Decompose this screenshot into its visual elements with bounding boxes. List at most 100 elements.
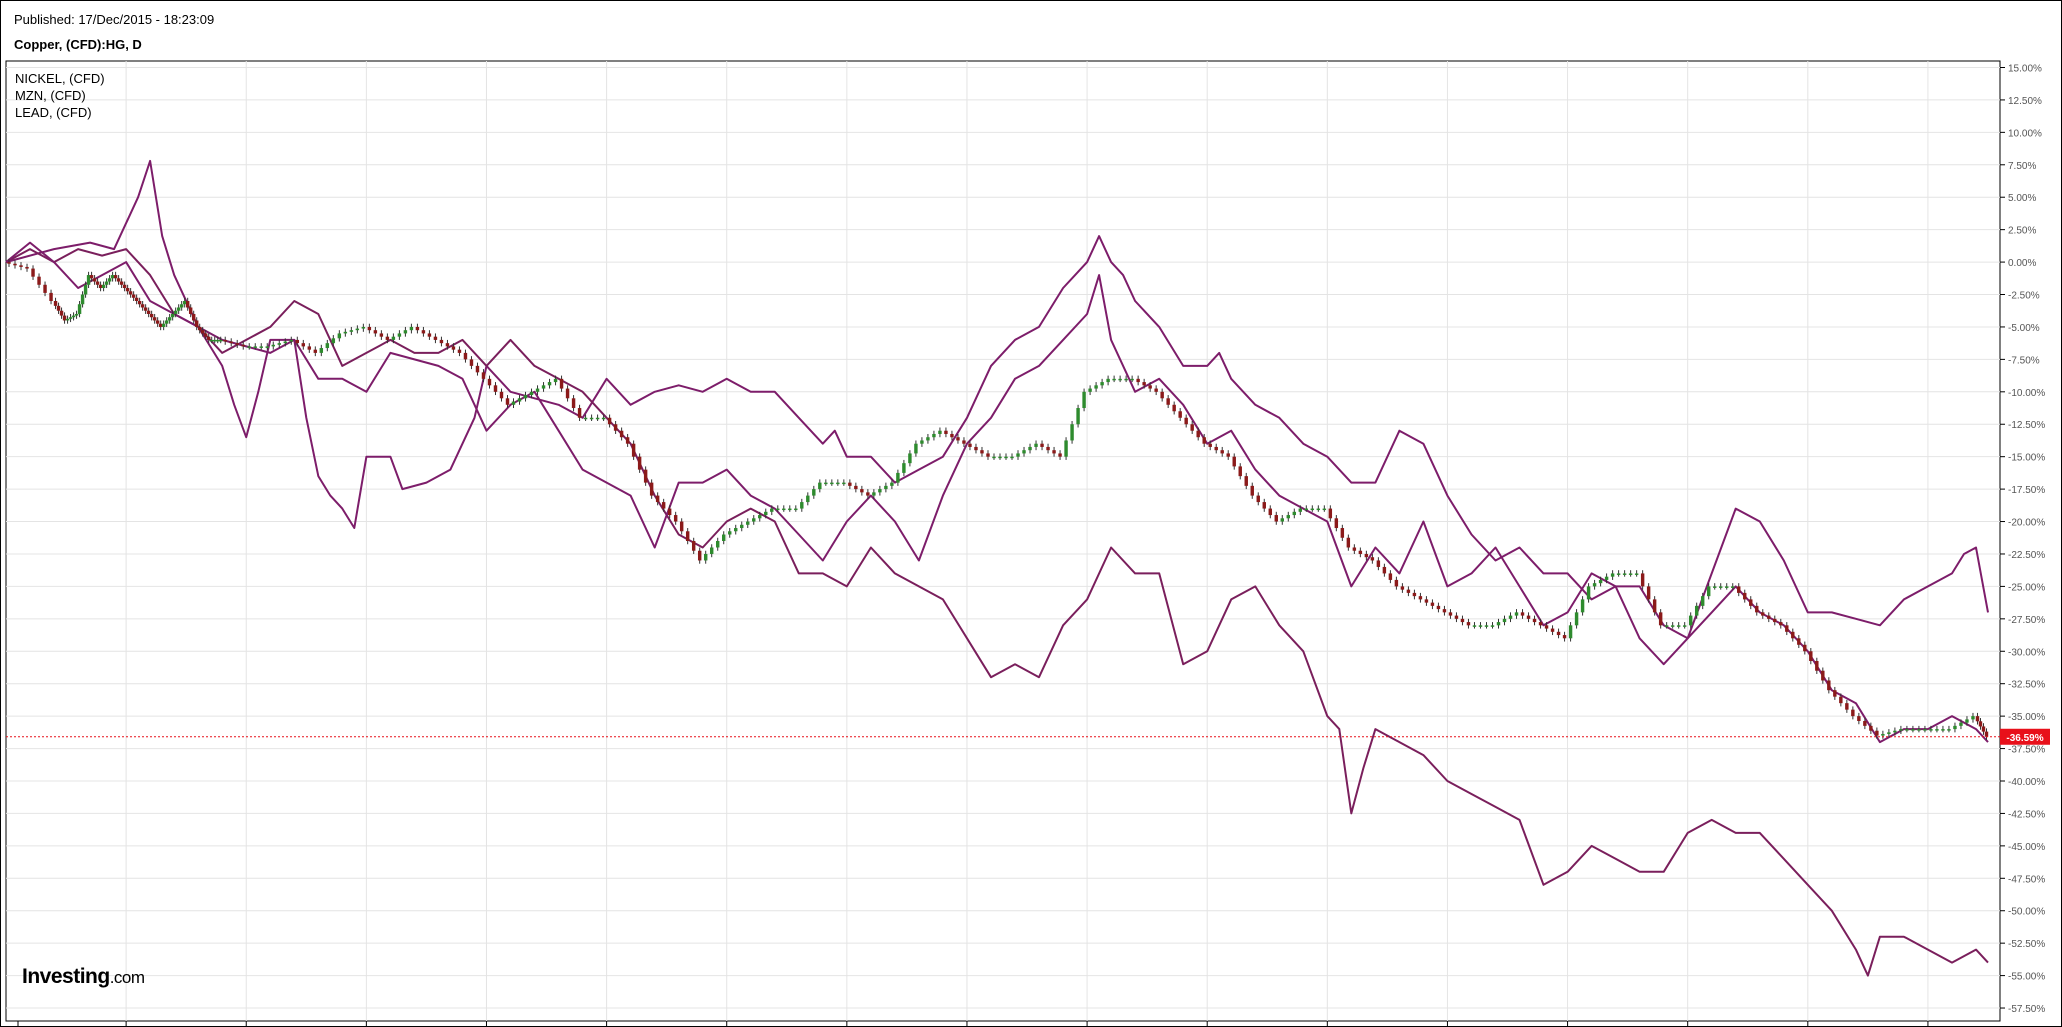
- y-tick-label: -22.50%: [2008, 550, 2045, 561]
- candle-body: [1376, 560, 1381, 567]
- candle-body: [619, 430, 624, 438]
- candle-body: [212, 339, 217, 342]
- candle-body: [860, 489, 864, 493]
- candle-body: [421, 330, 426, 334]
- candle-body: [1755, 605, 1759, 613]
- candle-body: [1352, 547, 1357, 551]
- candle-body: [37, 276, 41, 285]
- candle-body: [1436, 605, 1441, 610]
- y-tick-label: -47.50%: [2008, 874, 2045, 885]
- candle-body: [1028, 446, 1032, 451]
- candle-body: [307, 346, 312, 350]
- candle-body: [992, 456, 996, 459]
- candle-body: [1863, 721, 1867, 726]
- candle-body: [1310, 508, 1315, 511]
- legend-item-mzn[interactable]: MZN, (CFD): [15, 88, 86, 103]
- candle-body: [1749, 599, 1753, 606]
- candle-body: [740, 524, 744, 529]
- candle-body: [1472, 625, 1477, 627]
- candle-body: [1220, 450, 1224, 454]
- candle-body: [62, 315, 67, 321]
- candle-body: [71, 315, 76, 318]
- y-tick-label: 5.00%: [2008, 193, 2036, 204]
- candle-body: [896, 472, 900, 483]
- candle-body: [1652, 599, 1657, 613]
- candle-body: [1256, 495, 1260, 503]
- candle-body: [349, 330, 354, 332]
- candle-body: [1154, 388, 1158, 392]
- candle-body: [1785, 625, 1789, 632]
- candle-body: [794, 508, 798, 511]
- candle-body: [331, 338, 336, 344]
- candle-body: [1628, 573, 1633, 575]
- candle-body: [986, 453, 990, 457]
- y-tick-label: -10.00%: [2008, 388, 2045, 399]
- candle-body: [631, 443, 636, 457]
- candle-body: [415, 326, 420, 331]
- candle-body: [68, 317, 73, 319]
- candle-body: [200, 330, 205, 334]
- candle-body: [391, 336, 396, 340]
- candle-body: [1959, 722, 1963, 726]
- candle-body: [950, 433, 954, 438]
- candle-body: [1460, 618, 1465, 623]
- candle-body: [313, 349, 318, 353]
- candle-body: [1214, 446, 1218, 451]
- candle-body: [457, 349, 462, 353]
- candle-body: [283, 341, 287, 344]
- candle-body: [116, 278, 121, 282]
- candle-body: [19, 265, 23, 267]
- candle-body: [1845, 703, 1849, 710]
- candle-body: [667, 508, 672, 516]
- candle-body: [565, 388, 570, 399]
- candle-body: [848, 482, 852, 486]
- candle-body: [74, 313, 79, 316]
- candle-body: [1268, 508, 1272, 516]
- candle-body: [1562, 635, 1567, 639]
- candle-body: [427, 333, 432, 337]
- candle-body: [1875, 730, 1879, 736]
- candle-body: [182, 301, 187, 305]
- candle-body: [637, 456, 642, 470]
- legend-item-nickel[interactable]: NICKEL, (CFD): [15, 71, 105, 86]
- candle-body: [1670, 625, 1675, 627]
- candle-body: [1238, 466, 1242, 477]
- candle-body: [535, 388, 540, 392]
- y-tick-label: -57.50%: [2008, 1004, 2045, 1015]
- candle-body: [289, 339, 294, 342]
- candle-body: [95, 281, 100, 285]
- candle-body: [607, 417, 612, 425]
- candle-body: [649, 482, 654, 496]
- candle-body: [206, 336, 211, 340]
- candle-body: [487, 378, 492, 386]
- candle-body: [265, 346, 269, 348]
- candle-body: [824, 482, 828, 485]
- candle-body: [86, 275, 91, 285]
- candle-body: [1172, 404, 1176, 412]
- legend: NICKEL, (CFD) MZN, (CFD) LEAD, (CFD): [15, 70, 105, 121]
- candle-body: [1304, 508, 1309, 511]
- candle-body: [1634, 573, 1639, 575]
- candle-body: [1004, 456, 1008, 459]
- candle-body: [1923, 729, 1927, 731]
- candle-body: [493, 385, 498, 392]
- candle-body: [134, 297, 139, 301]
- candle-body: [107, 278, 112, 282]
- y-tick-label: -15.00%: [2008, 453, 2045, 464]
- candle-body: [842, 482, 846, 485]
- legend-item-lead[interactable]: LEAD, (CFD): [15, 105, 92, 120]
- candle-body: [49, 292, 53, 301]
- candle-body: [1274, 515, 1278, 522]
- candle-body: [170, 313, 175, 318]
- candle-body: [728, 531, 732, 535]
- y-tick-label: -50.00%: [2008, 907, 2045, 918]
- candle-body: [1442, 609, 1447, 613]
- y-tick-label: 7.50%: [2008, 161, 2036, 172]
- candle-body: [926, 437, 930, 441]
- candle-body: [1592, 583, 1597, 587]
- candle-body: [1544, 625, 1549, 629]
- candle-body: [1984, 731, 1989, 737]
- candle-body: [1911, 729, 1915, 731]
- candle-body: [1160, 391, 1164, 399]
